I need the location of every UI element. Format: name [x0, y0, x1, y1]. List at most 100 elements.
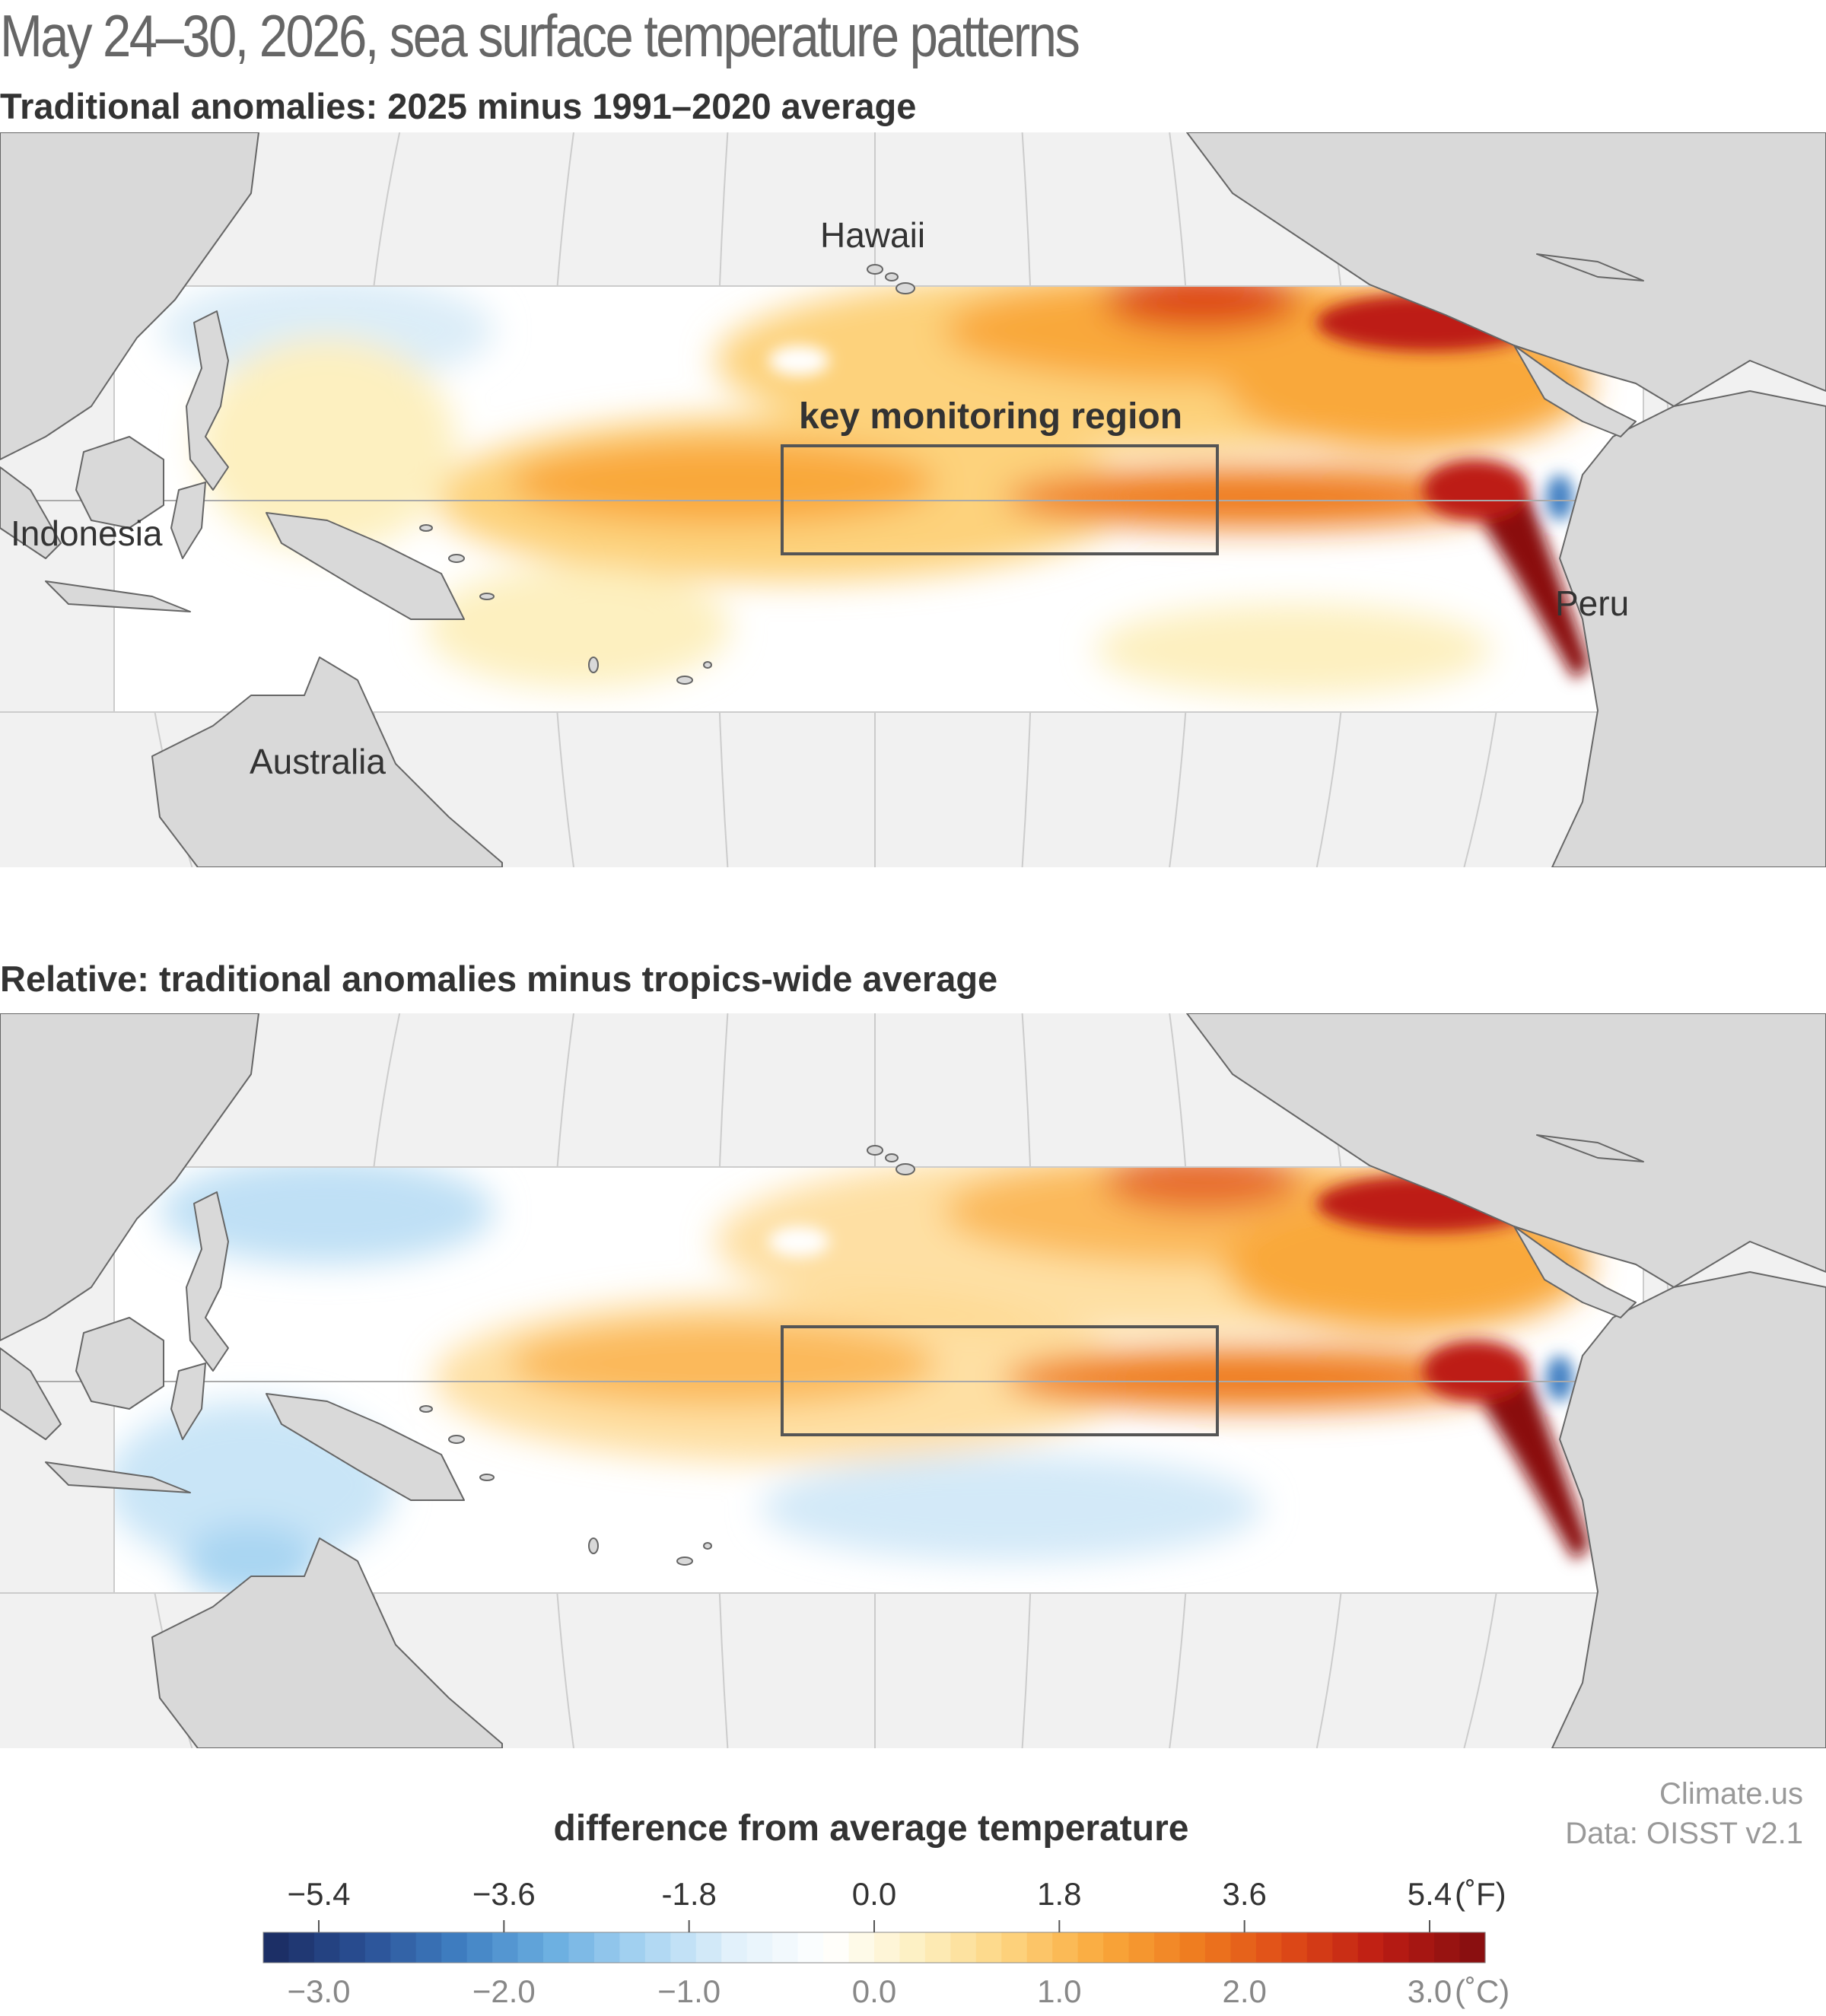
island: [885, 272, 899, 281]
warm-anomaly-ecuador: [1423, 459, 1529, 520]
colorbar-swatch: [1230, 1932, 1257, 1963]
colorbar-swatch: [1128, 1932, 1155, 1963]
colorbar-swatch: [1383, 1932, 1410, 1963]
colorbar-swatch: [288, 1932, 315, 1963]
asia-land: [0, 1013, 259, 1341]
island: [896, 1163, 915, 1175]
philippines-land: [186, 1191, 229, 1372]
label-key-monitoring-region: key monitoring region: [799, 396, 1183, 437]
borneo-land: [75, 436, 164, 529]
map-traditional-anomalies: [0, 132, 1826, 867]
colorbar-swatch: [1332, 1932, 1359, 1963]
colorbar-swatch: [924, 1932, 951, 1963]
colorbar-swatch: [721, 1932, 748, 1963]
label-indonesia: Indonesia: [11, 514, 163, 553]
panel2-subtitle: Relative: traditional anomalies minus tr…: [0, 959, 998, 999]
colorbar-swatch: [1434, 1932, 1461, 1963]
credit-data: Data: OISST v2.1: [1565, 1817, 1803, 1850]
north-america-land: [1186, 1013, 1826, 1288]
cool-anomaly-west: [160, 1167, 495, 1264]
fahrenheit-tick-label: 1.8: [1037, 1876, 1082, 1912]
colorbar-swatch: [1001, 1932, 1028, 1963]
colorbar-swatch: [823, 1932, 850, 1963]
sulawesi-land: [170, 1363, 206, 1440]
colorbar-swatch: [517, 1932, 544, 1963]
island: [676, 676, 693, 685]
cool-anomaly-south: [761, 1455, 1263, 1561]
colorbar-swatch: [772, 1932, 799, 1963]
warm-anomaly-central-core: [510, 440, 936, 524]
australia-land: [151, 1537, 503, 1748]
colorbar-swatch: [1204, 1932, 1232, 1963]
colorbar-swatch: [975, 1932, 1002, 1963]
asia-land: [0, 132, 259, 460]
island: [419, 524, 433, 532]
new-guinea-land: [266, 512, 465, 620]
warm-anomaly-northeast: [1225, 1196, 1590, 1333]
panel1-subtitle: Traditional anomalies: 2025 minus 1991–2…: [0, 86, 917, 126]
colorbar-swatch: [874, 1932, 901, 1963]
central-america-land: [1513, 1226, 1637, 1318]
colorbar-swatch: [797, 1932, 824, 1963]
cool-anomaly-ecuador-coast: [1546, 475, 1573, 520]
colorbar-swatch: [1179, 1932, 1206, 1963]
colorbar-swatch: [1459, 1932, 1486, 1963]
warm-anomaly-equator: [1004, 1348, 1506, 1409]
sulawesi-land: [170, 482, 206, 559]
strip-gap: [768, 345, 829, 376]
celsius-tick-label: 2.0: [1222, 1973, 1267, 2009]
island: [448, 554, 465, 563]
cool-anomaly-ecuador-coast: [1546, 1356, 1573, 1401]
colorbar-swatch: [695, 1932, 722, 1963]
label-australia: Australia: [250, 742, 386, 781]
colorbar-swatch: [415, 1932, 442, 1963]
warm-anomaly-equator: [1004, 467, 1506, 528]
fahrenheit-tick-label: −5.4: [287, 1876, 351, 1912]
island: [885, 1153, 899, 1162]
island: [479, 593, 495, 600]
colorbar-swatch: [1103, 1932, 1130, 1963]
island: [588, 657, 599, 673]
colorbar-swatch: [441, 1932, 468, 1963]
map-relative-svg: [0, 1013, 1826, 1748]
celsius-tick-label: 3.0: [1407, 1973, 1452, 2009]
colorbar-swatch: [670, 1932, 697, 1963]
celsius-tick-label: 0.0: [851, 1973, 897, 2009]
label-hawaii: Hawaii: [820, 215, 926, 255]
borneo-land: [75, 1317, 164, 1410]
central-america-land: [1513, 345, 1637, 437]
north-america-land: [1186, 132, 1826, 407]
colorbar-swatch: [466, 1932, 493, 1963]
colorbar-swatch: [1077, 1932, 1104, 1963]
cuba-land: [1536, 253, 1644, 281]
fahrenheit-tick-label: 3.6: [1222, 1876, 1267, 1912]
colorbar-swatch: [1255, 1932, 1282, 1963]
south-america-land: [1551, 1271, 1826, 1748]
colorbar-swatch: [848, 1932, 875, 1963]
colorbar-swatch: [899, 1932, 926, 1963]
fahrenheit-unit: (˚F): [1455, 1876, 1506, 1912]
island: [896, 282, 915, 294]
warm-anomaly-north-peak: [1103, 286, 1301, 330]
fahrenheit-tick-label: -1.8: [661, 1876, 717, 1912]
philippines-land: [186, 310, 229, 491]
warm-anomaly-southwest: [426, 566, 730, 688]
colorbar-swatch: [364, 1932, 391, 1963]
colorbar-swatch: [263, 1932, 290, 1963]
celsius-tick-label: −1.0: [657, 1973, 721, 2009]
colorbar-swatch: [644, 1932, 671, 1963]
celsius-tick-label: −2.0: [472, 1973, 536, 2009]
colorbar-swatch: [1306, 1932, 1333, 1963]
south-america-land: [1551, 390, 1826, 867]
colorbar-swatch: [339, 1932, 366, 1963]
colorbar-swatch: [619, 1932, 646, 1963]
colorbar-swatch: [1281, 1932, 1308, 1963]
credit-source: Climate.us: [1659, 1777, 1803, 1811]
fahrenheit-tick-label: 5.4: [1407, 1876, 1452, 1912]
celsius-tick-label: 1.0: [1037, 1973, 1082, 2009]
label-peru: Peru: [1555, 583, 1630, 623]
cool-anomaly-west: [160, 286, 495, 383]
map-relative-anomalies: [0, 1013, 1826, 1748]
celsius-tick-label: −3.0: [287, 1973, 351, 2009]
island: [588, 1537, 599, 1554]
